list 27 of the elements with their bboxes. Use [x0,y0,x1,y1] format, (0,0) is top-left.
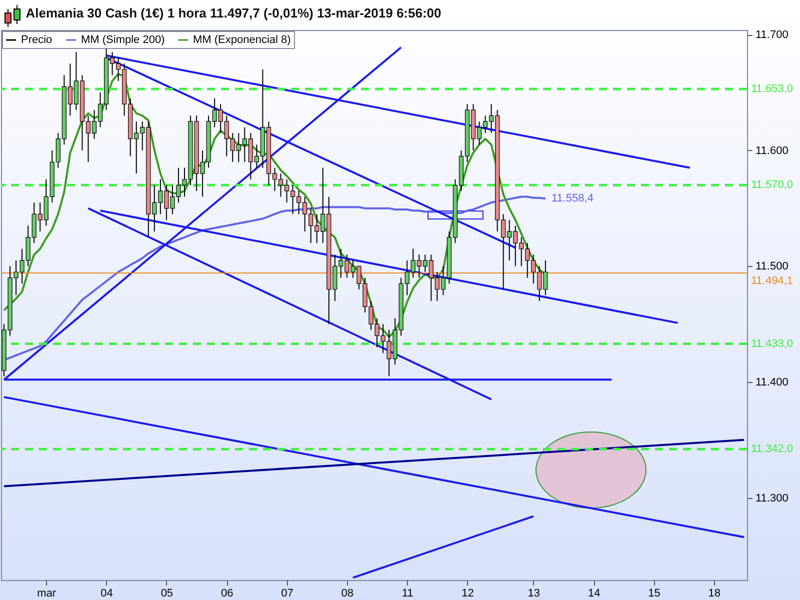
data-label: 11.558,4 [551,192,594,205]
legend-label: Precio [21,34,52,46]
y-tick-label: 11.500 [756,260,788,273]
x-tick-label: 18 [708,588,721,600]
ref-line-label: 11.653,0 [751,83,794,96]
x-tick-label: 04 [100,588,113,600]
x-tick-label: 08 [341,588,354,600]
ref-line-label: 11.342,0 [751,443,794,456]
ref-line-label: 11.433,0 [751,338,794,350]
x-tick-label: 06 [220,588,234,600]
y-tick-label: 11.600 [756,144,788,157]
x-tick-label: 05 [160,588,174,600]
x-tick-label: 14 [588,588,600,600]
y-tick-label: 11.700 [756,29,788,42]
y-tick-label: 11.400 [756,376,788,388]
x-tick-label: mar [37,588,56,600]
legend-label: MM (Exponencial 8) [193,34,291,46]
x-tick-label: 11 [402,588,414,600]
chart-title: Alemania 30 Cash (1€) 1 hora 11.497,7 (-0,01%) 13-mar-2019 6:56:00 [26,6,442,21]
legend-label: MM (Simple 200) [81,34,165,46]
y-tick-label: 11.300 [756,492,788,504]
x-tick-label: 12 [462,588,474,600]
ref-line-label: 11.494,1 [751,275,794,288]
x-tick-label: 15 [648,588,660,600]
x-tick-label: 07 [281,588,294,600]
ref-line-label: 11.570,0 [751,179,794,192]
x-tick-label: 13 [528,588,540,600]
